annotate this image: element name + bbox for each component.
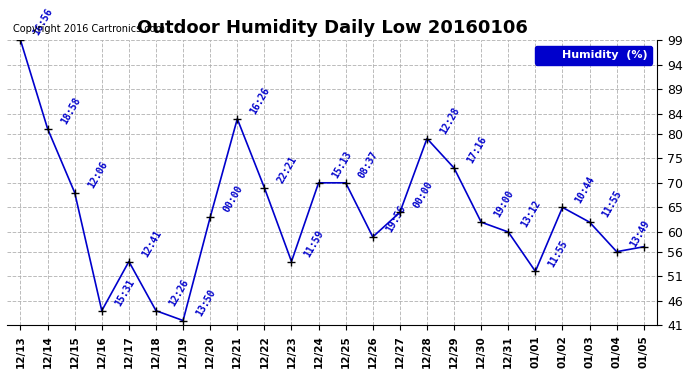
Text: 15:13: 15:13 bbox=[330, 150, 353, 180]
Text: 16:26: 16:26 bbox=[248, 86, 272, 116]
Text: 11:55: 11:55 bbox=[546, 238, 570, 268]
Text: 12:26: 12:26 bbox=[167, 278, 190, 308]
Legend: Humidity  (%): Humidity (%) bbox=[535, 46, 652, 64]
Text: 12:41: 12:41 bbox=[140, 228, 164, 259]
Text: 16:56: 16:56 bbox=[32, 7, 55, 38]
Text: 00:00: 00:00 bbox=[411, 179, 434, 210]
Text: 13:50: 13:50 bbox=[194, 287, 217, 318]
Text: 18:58: 18:58 bbox=[59, 96, 82, 126]
Text: 22:21: 22:21 bbox=[275, 154, 299, 185]
Text: 13:12: 13:12 bbox=[520, 199, 543, 229]
Text: 11:55: 11:55 bbox=[601, 189, 624, 219]
Text: 00:00: 00:00 bbox=[221, 184, 245, 214]
Text: 10:44: 10:44 bbox=[573, 174, 597, 205]
Text: Copyright 2016 Cartronics.com: Copyright 2016 Cartronics.com bbox=[13, 24, 166, 34]
Text: 08:37: 08:37 bbox=[357, 150, 380, 180]
Title: Outdoor Humidity Daily Low 20160106: Outdoor Humidity Daily Low 20160106 bbox=[137, 19, 528, 37]
Text: 11:59: 11:59 bbox=[303, 228, 326, 259]
Text: 17:16: 17:16 bbox=[465, 135, 489, 165]
Text: 12:06: 12:06 bbox=[86, 159, 109, 190]
Text: 15:31: 15:31 bbox=[113, 278, 136, 308]
Text: 19:56: 19:56 bbox=[384, 204, 407, 234]
Text: 12:28: 12:28 bbox=[438, 105, 462, 136]
Text: 19:00: 19:00 bbox=[492, 189, 515, 219]
Text: 13:49: 13:49 bbox=[628, 219, 651, 249]
